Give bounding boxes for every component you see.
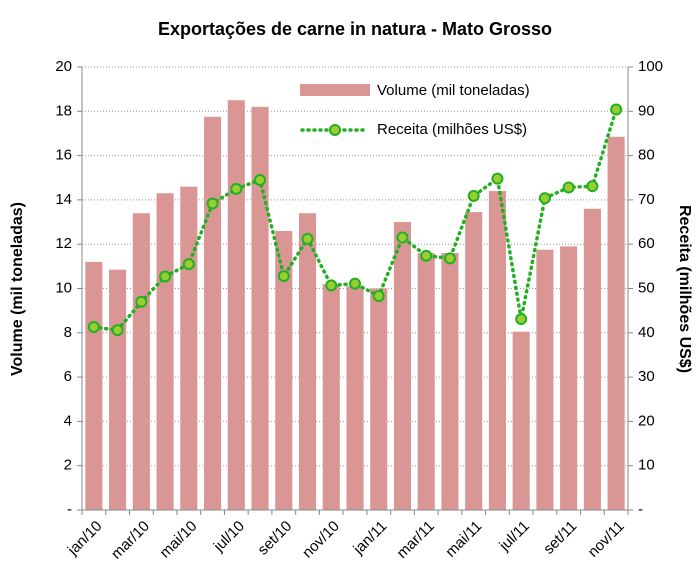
bar xyxy=(536,249,554,511)
line-marker xyxy=(372,290,385,303)
y-tick-label: 8 xyxy=(64,324,72,341)
x-tick-label: jul/10 xyxy=(210,518,248,556)
y-tick-label: 14 xyxy=(55,191,72,208)
legend-label: Receita (milhões US$) xyxy=(377,121,527,138)
line-marker xyxy=(206,197,219,210)
bar xyxy=(393,222,412,511)
x-tick-label: mai/10 xyxy=(157,518,201,562)
y2-tick-label: 70 xyxy=(638,191,655,208)
line-marker xyxy=(87,321,100,334)
y2-tick-label: 50 xyxy=(638,279,655,296)
line-marker xyxy=(349,277,361,290)
y-axis-title: Volume (mil toneladas) xyxy=(9,202,26,376)
line-marker xyxy=(159,270,172,283)
line-marker xyxy=(443,252,456,265)
line-marker xyxy=(467,189,480,202)
bar xyxy=(512,331,530,510)
bar xyxy=(132,213,150,510)
y2-tick-label: 20 xyxy=(638,412,655,429)
bar xyxy=(346,286,364,510)
bar xyxy=(583,208,601,510)
y2-tick-label: 90 xyxy=(638,102,655,119)
y-tick-label: 12 xyxy=(55,235,72,252)
line-marker xyxy=(325,279,338,292)
line-marker xyxy=(254,173,267,186)
x-tick-label: mai/11 xyxy=(442,518,485,561)
line-marker xyxy=(610,103,623,116)
y-tick-label: - xyxy=(67,501,72,518)
bar xyxy=(275,230,293,510)
y2-axis-title: Receita (milhões US$) xyxy=(676,205,693,373)
bar xyxy=(417,253,435,510)
legend-swatch xyxy=(329,124,341,136)
y2-tick-label: 100 xyxy=(638,58,663,75)
line-marker xyxy=(420,249,433,262)
line-marker xyxy=(230,182,243,195)
line-marker xyxy=(277,270,290,283)
bar xyxy=(560,246,578,511)
x-tick-label: jan/11 xyxy=(350,518,391,559)
y2-tick-label: 10 xyxy=(638,457,655,474)
bar xyxy=(441,253,459,510)
y-tick-label: 10 xyxy=(55,279,72,296)
y-tick-label: 18 xyxy=(55,102,72,119)
y2-tick-label: 40 xyxy=(638,324,655,341)
x-tick-label: jul/11 xyxy=(496,518,533,555)
x-tick-label: nov/11 xyxy=(585,518,628,561)
x-tick-label: set/11 xyxy=(540,518,580,558)
line-marker xyxy=(182,258,195,271)
y-tick-label: 20 xyxy=(55,58,72,75)
line-marker xyxy=(586,180,599,193)
y-tick-label: 2 xyxy=(64,457,72,474)
legend-label: Volume (mil toneladas) xyxy=(377,82,530,99)
x-tick-label: jan/10 xyxy=(64,518,106,560)
bar xyxy=(488,191,506,511)
line-marker xyxy=(396,231,409,244)
x-tick-label: nov/10 xyxy=(299,518,343,562)
line-marker xyxy=(111,324,124,337)
legend-swatch xyxy=(300,84,370,96)
line-marker xyxy=(135,295,148,308)
bar xyxy=(85,261,103,510)
bar xyxy=(156,193,174,510)
chart-title: Exportações de carne in natura - Mato Gr… xyxy=(158,19,552,39)
line-marker xyxy=(301,232,314,245)
bar xyxy=(370,288,388,510)
bar xyxy=(322,284,340,510)
y2-tick-label: 80 xyxy=(638,147,655,164)
bar xyxy=(180,186,198,511)
y-tick-label: 4 xyxy=(64,412,72,429)
x-tick-label: mar/10 xyxy=(108,518,153,563)
y-tick-label: 16 xyxy=(55,147,72,164)
bar xyxy=(607,136,625,510)
bar xyxy=(227,100,245,510)
bar xyxy=(204,116,222,511)
line-marker xyxy=(562,181,575,194)
line-marker xyxy=(538,192,551,205)
line-marker xyxy=(515,313,528,326)
y-tick-label: 6 xyxy=(64,368,72,385)
bar xyxy=(465,212,483,510)
y2-tick-label: - xyxy=(638,501,643,518)
y2-tick-label: 60 xyxy=(638,235,655,252)
bar xyxy=(109,269,127,510)
y2-tick-label: 30 xyxy=(638,368,655,385)
line-marker xyxy=(491,172,504,185)
x-tick-label: mar/11 xyxy=(394,518,438,562)
x-tick-label: set/10 xyxy=(254,518,295,559)
line xyxy=(92,107,618,333)
bar xyxy=(251,106,269,511)
bar xyxy=(298,213,317,510)
